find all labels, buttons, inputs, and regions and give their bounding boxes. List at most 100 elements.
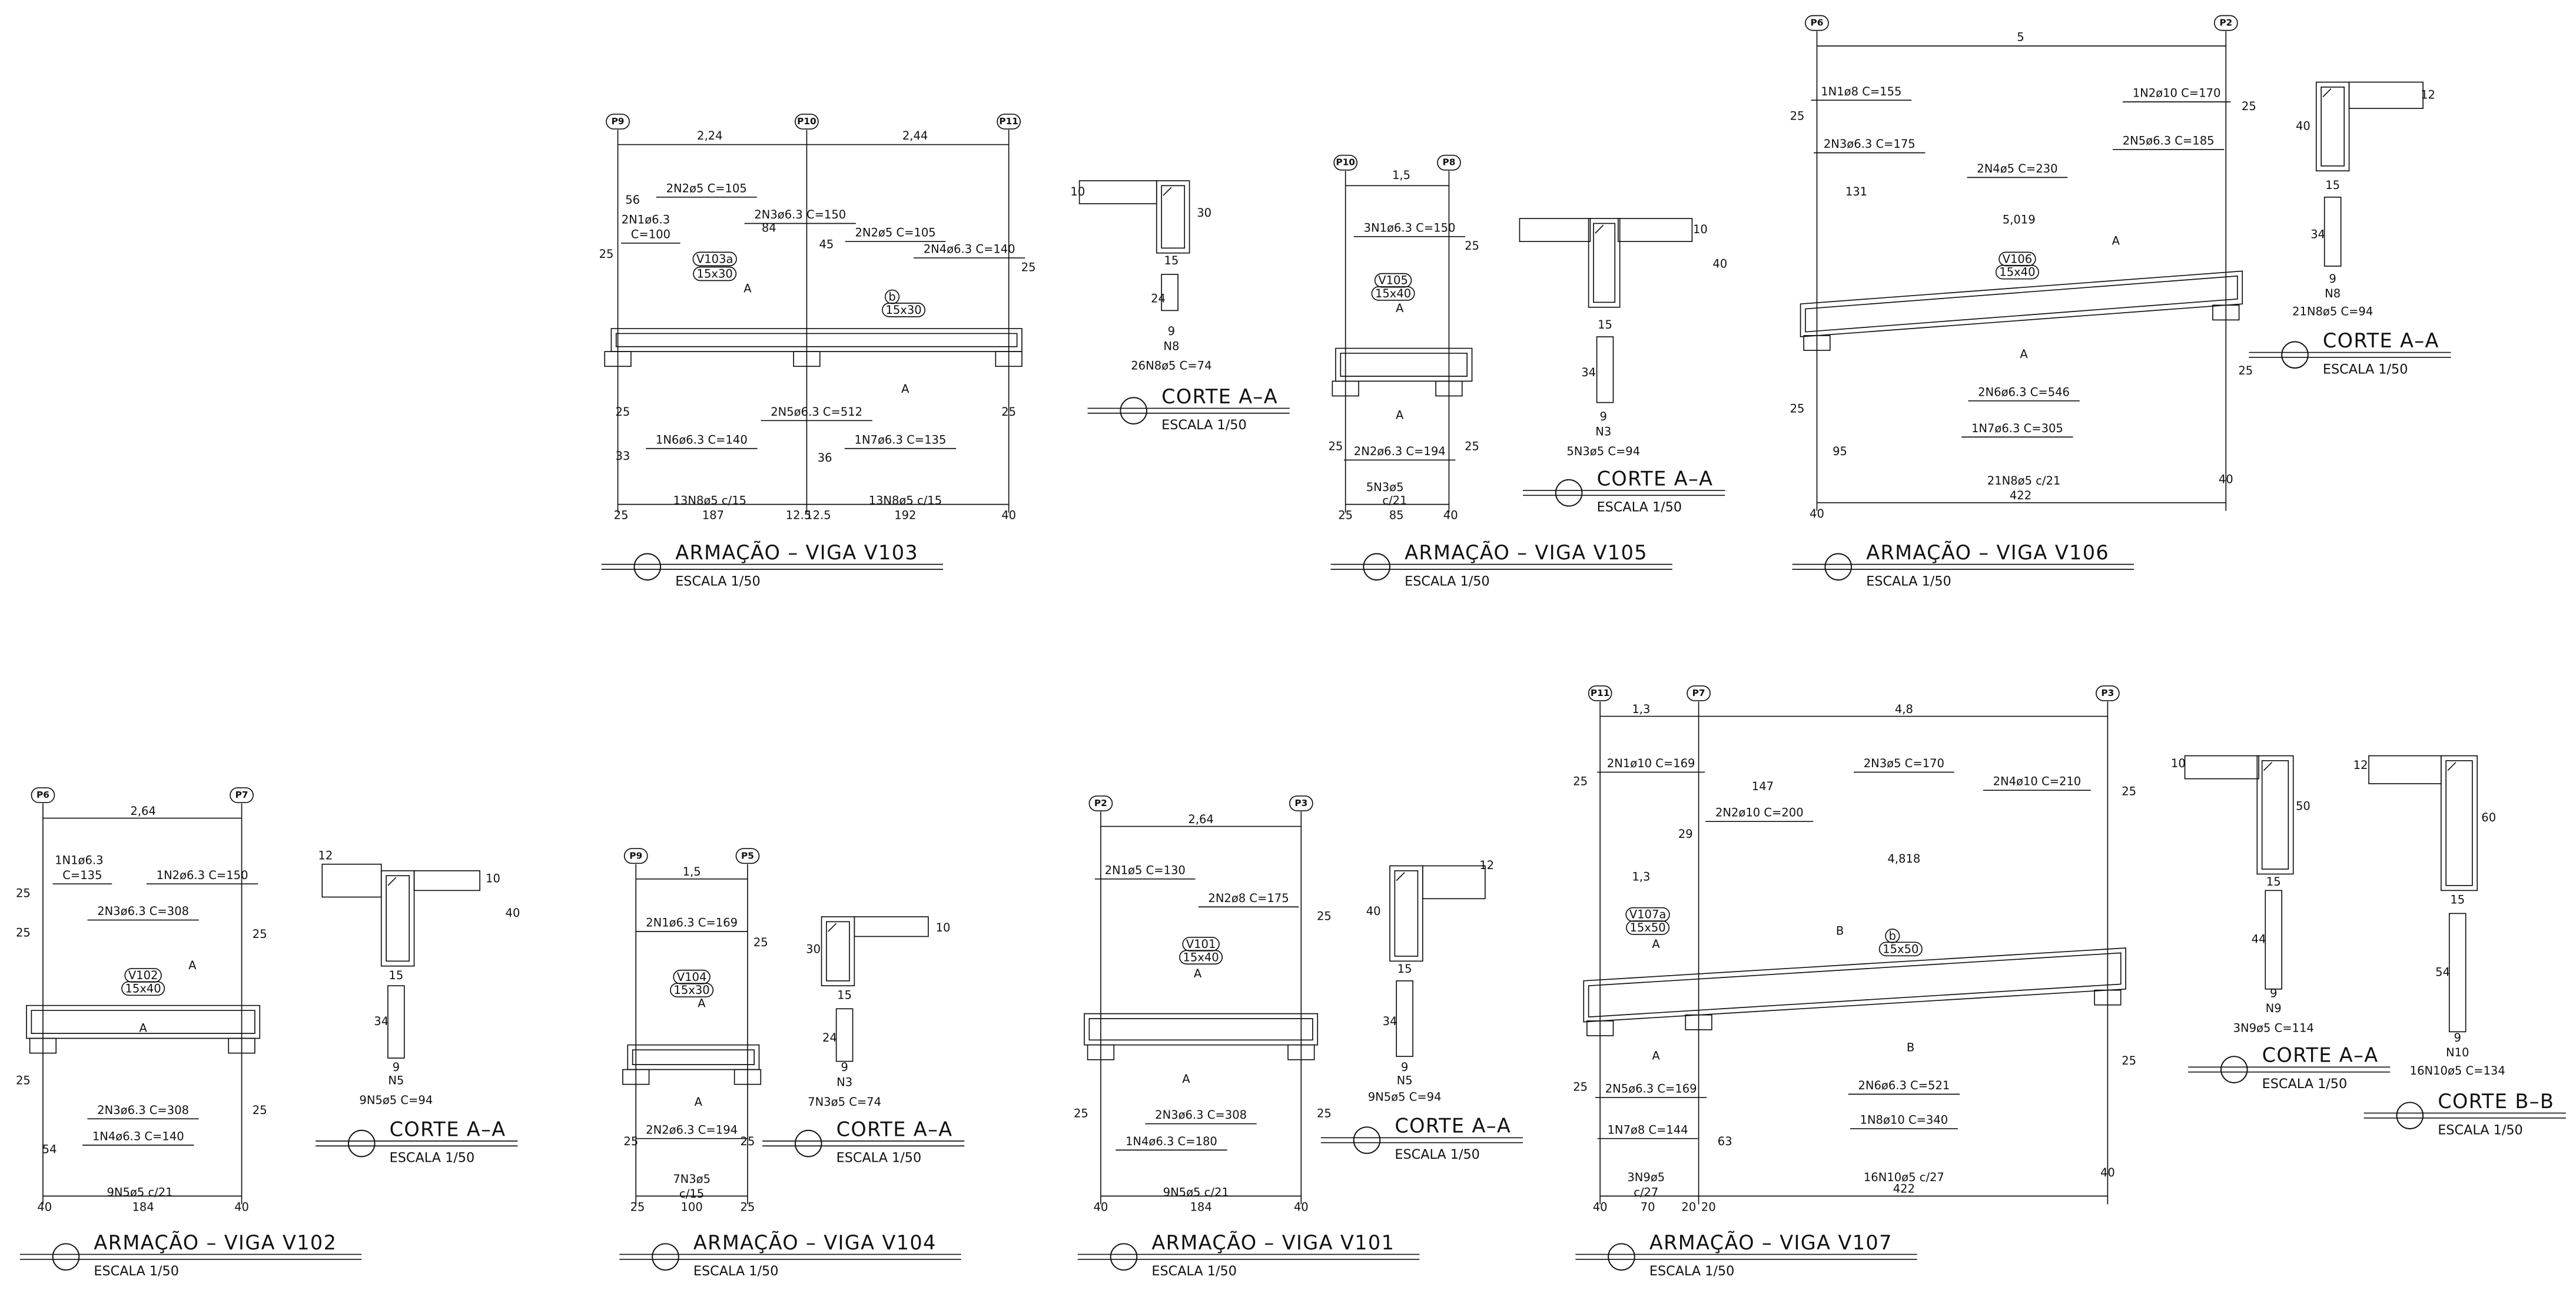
- beam-bar-outline: [1340, 353, 1468, 377]
- label: 25: [253, 927, 267, 941]
- label: 40: [234, 1200, 249, 1214]
- pillar-drop: [622, 1069, 650, 1085]
- label: 5,019: [2003, 213, 2036, 226]
- label: N8: [1163, 339, 1179, 353]
- label: 25: [1021, 260, 1036, 274]
- label: 9: [393, 1060, 400, 1074]
- stirrup-unfolded: [2448, 913, 2467, 1033]
- beam-body: [1800, 270, 2243, 337]
- stirrup: [386, 875, 410, 962]
- section-outline: [1156, 180, 1190, 254]
- label: 20: [1701, 1200, 1716, 1214]
- label: N5: [1397, 1074, 1413, 1088]
- pillar-tag: [997, 114, 1021, 130]
- label: A: [188, 959, 197, 972]
- label: 3N9ø5 C=114: [2233, 1021, 2314, 1035]
- slab: [2184, 755, 2259, 780]
- stirrup: [2445, 760, 2473, 886]
- section-outline: [821, 916, 855, 987]
- beam-tag: [692, 251, 737, 267]
- label: 54: [42, 1143, 57, 1156]
- label: b: [888, 290, 895, 304]
- stirrup-unfolded: [1596, 336, 1614, 403]
- beam-body: [1084, 1013, 1319, 1046]
- section-outline: [2440, 755, 2478, 891]
- label: 2N2ø5 C=105: [855, 226, 935, 240]
- drawing-title: CORTE A–A: [836, 1118, 953, 1141]
- label: 40: [37, 1200, 52, 1214]
- stirrup: [1161, 185, 1186, 249]
- beam-tag: [1371, 286, 1415, 301]
- drawing-scale: ESCALA 1/50: [1866, 573, 1951, 589]
- label: 9: [2270, 987, 2277, 1000]
- label: 26N8ø5 C=74: [1131, 359, 1211, 373]
- section-outline: [380, 870, 415, 967]
- drawing-title: ARMAÇÃO – VIGA V105: [1405, 541, 1648, 564]
- label: A: [2112, 234, 2120, 248]
- label: 9: [1168, 324, 1175, 338]
- label: 10: [2171, 757, 2186, 770]
- stirrup-unfolded: [387, 985, 405, 1059]
- label: 15: [2450, 893, 2465, 907]
- label: 25: [1338, 509, 1353, 522]
- label: 1N7ø6.3 C=305: [1971, 422, 2063, 435]
- label: 2,64: [130, 804, 155, 818]
- label: 13N8ø5 c/15: [673, 494, 747, 508]
- label: 13N8ø5 c/15: [869, 494, 942, 508]
- drawing-scale: ESCALA 1/50: [693, 1264, 779, 1279]
- drawing-scale: ESCALA 1/50: [1151, 1264, 1237, 1279]
- stirrup-hook: [2263, 762, 2273, 771]
- label: A: [695, 1095, 703, 1109]
- label: 15: [2266, 875, 2281, 888]
- pillar-label: P9: [629, 850, 642, 861]
- beam-body: [610, 328, 1023, 352]
- section-outline: [2256, 755, 2294, 875]
- drawing-scale: ESCALA 1/50: [1395, 1147, 1480, 1162]
- label: 25: [1465, 239, 1479, 253]
- drawing-scale: ESCALA 1/50: [2323, 362, 2408, 377]
- title-marker: [2281, 341, 2309, 369]
- label: 50: [2296, 800, 2311, 813]
- label: N9: [2266, 1002, 2282, 1015]
- pillar-drop: [793, 351, 821, 367]
- pillar-drop: [1685, 1014, 1712, 1030]
- label: 2N1ø10 C=169: [1607, 757, 1695, 770]
- label: 25: [2122, 1054, 2136, 1067]
- label: 25: [2242, 100, 2256, 113]
- label: 25: [1465, 439, 1479, 453]
- label: 2N2ø5 C=105: [666, 181, 747, 195]
- label: 9: [1401, 1060, 1408, 1074]
- label: V104: [677, 970, 707, 984]
- pillar-label: P7: [235, 790, 248, 800]
- stirrup-hook: [1396, 872, 1405, 881]
- slab: [2348, 81, 2424, 109]
- label: 40: [2296, 119, 2311, 132]
- label: V107a: [1629, 908, 1667, 921]
- label: 95: [1833, 445, 1847, 458]
- label: 2N3ø6.3 C=308: [1155, 1108, 1247, 1122]
- label: V103a: [696, 252, 733, 266]
- label: 25: [16, 886, 31, 900]
- label: 25: [1001, 405, 1016, 419]
- title-marker: [633, 553, 662, 581]
- label: 1N7ø8 C=144: [1607, 1123, 1688, 1136]
- title-marker: [347, 1129, 376, 1158]
- title-marker: [2220, 1056, 2248, 1083]
- label: C=135: [62, 868, 102, 882]
- label: 24: [822, 1031, 837, 1045]
- pillar-drop: [1087, 1044, 1115, 1060]
- label: 2N1ø6.3: [622, 213, 670, 226]
- label: 2N2ø6.3 C=194: [1354, 445, 1446, 458]
- label: 30: [1197, 206, 1211, 220]
- label: 1N1ø8 C=155: [1821, 85, 1901, 98]
- pillar-label: P7: [1692, 688, 1705, 698]
- drawing-title: ARMAÇÃO – VIGA V102: [94, 1231, 337, 1254]
- title-marker: [1120, 397, 1148, 425]
- label: 40: [1443, 509, 1458, 522]
- label: 12.5: [786, 509, 811, 522]
- beam-tag: [1995, 264, 2039, 280]
- label: 2N3ø6.3 C=175: [1824, 137, 1916, 151]
- title-marker: [1110, 1243, 1138, 1271]
- label: 2N6ø6.3 C=546: [1978, 385, 2070, 399]
- label: 1N2ø10 C=170: [2133, 87, 2221, 100]
